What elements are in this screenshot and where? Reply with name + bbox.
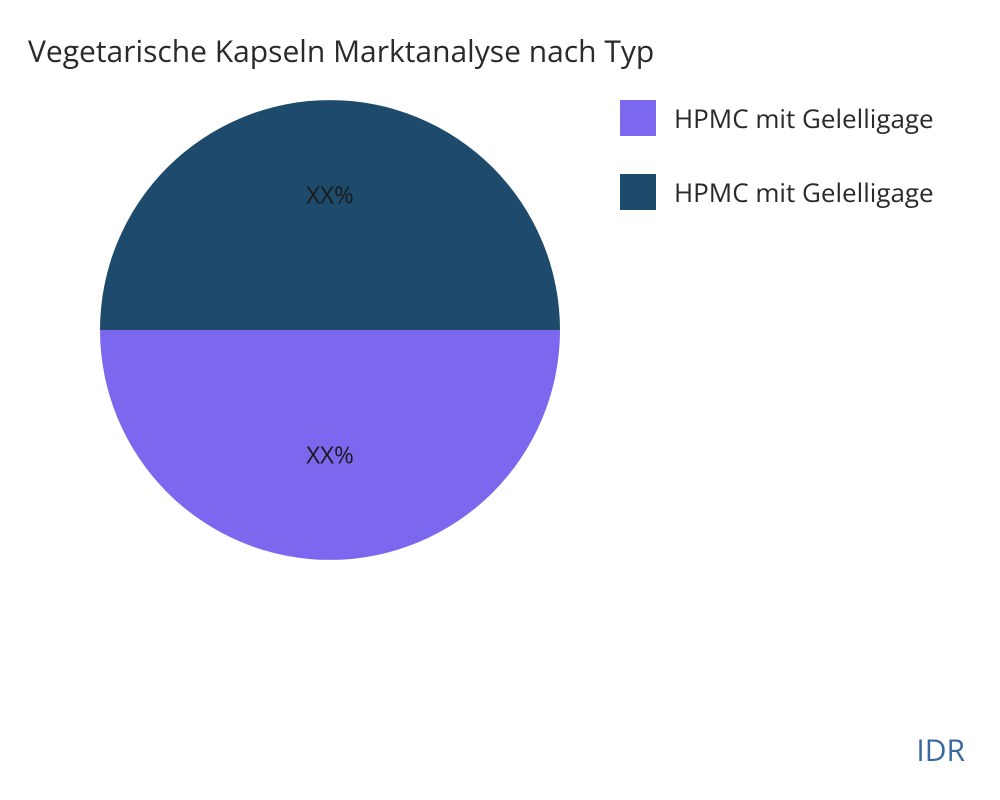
slice-label-1: XX% — [306, 179, 354, 212]
legend-swatch-1 — [620, 174, 656, 210]
slice-label-0: XX% — [306, 439, 354, 472]
legend-label-0: HPMC mit Gelelligage — [674, 100, 934, 136]
pie-slice-1 — [100, 100, 560, 330]
legend-item: HPMC mit Gelelligage — [620, 174, 934, 210]
watermark: IDR — [916, 729, 965, 770]
legend-item: HPMC mit Gelelligage — [620, 100, 934, 136]
legend: HPMC mit Gelelligage HPMC mit Gelelligag… — [620, 100, 934, 248]
legend-label-1: HPMC mit Gelelligage — [674, 174, 934, 210]
legend-swatch-0 — [620, 100, 656, 136]
pie-chart: XX% XX% — [100, 100, 560, 560]
chart-title: Vegetarische Kapseln Marktanalyse nach T… — [28, 30, 654, 71]
pie-svg — [100, 100, 560, 560]
